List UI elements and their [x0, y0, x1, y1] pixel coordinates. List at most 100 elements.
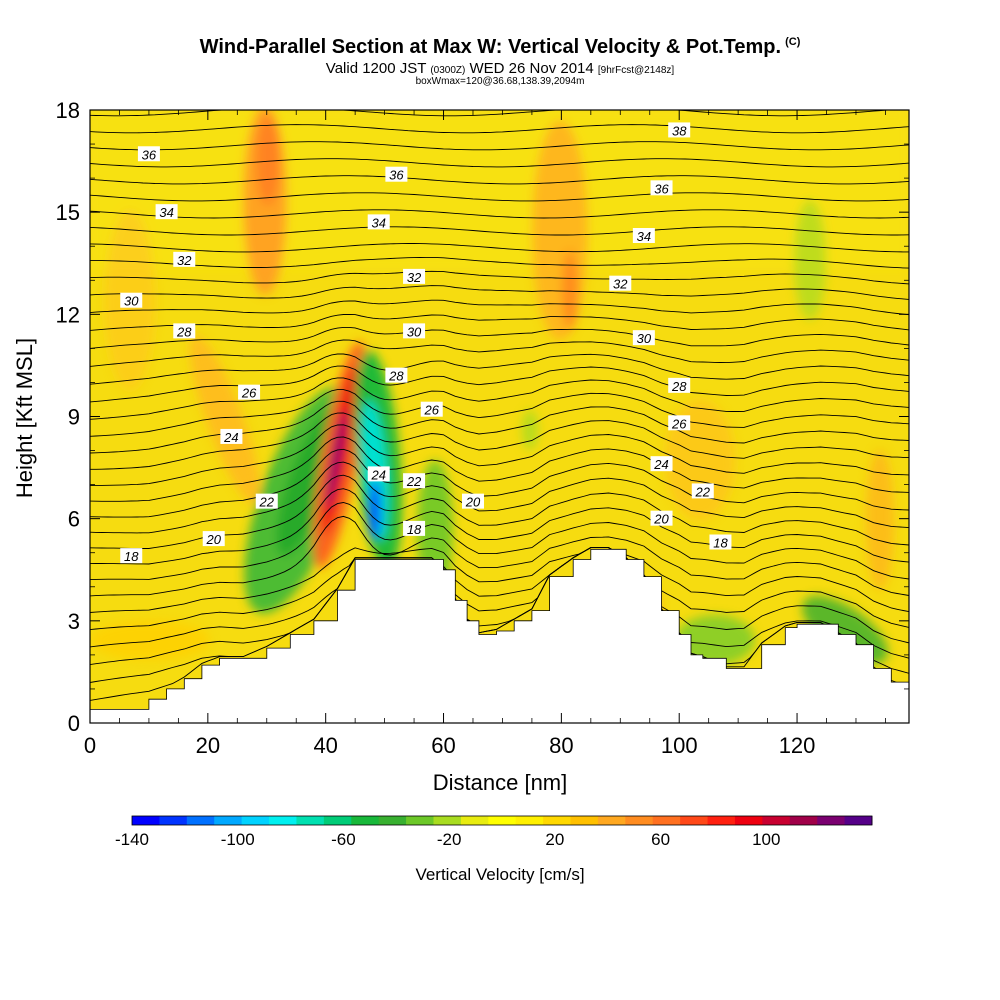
contour-label-text: 24: [223, 430, 238, 445]
contour-label: 18: [403, 520, 426, 537]
isentrope-line: [90, 339, 909, 367]
colorbar-swatch: [652, 816, 681, 825]
isentrope-line: [90, 547, 909, 613]
contour-label-text: 32: [407, 270, 422, 285]
isentrope-line: [90, 226, 909, 236]
contour-label: 34: [632, 228, 655, 244]
contour-label-text: 22: [259, 495, 275, 510]
isentrope-line: [90, 424, 909, 486]
contour-label-text: 30: [407, 324, 422, 339]
contour-label-text: 20: [653, 512, 669, 527]
colorbar-tick-label: 100: [752, 830, 780, 849]
isentrope-line: [90, 243, 909, 253]
contour-label-text: 20: [205, 532, 221, 547]
colorbar-swatch: [488, 816, 517, 825]
isentrope-line: [90, 488, 909, 565]
isentrope-line: [90, 141, 909, 151]
contour-label: 28: [668, 377, 691, 394]
contour-label: 34: [367, 214, 390, 230]
colorbar-swatch: [186, 816, 215, 825]
colorbar-swatch: [817, 816, 846, 825]
y-tick-label: 12: [56, 302, 80, 327]
contour-label: 24: [367, 466, 390, 482]
contour-labels: 36 36 36 38 34 34 34 32 32 32 30 30 30 28 28 28 26 26 26 24…: [120, 122, 732, 564]
contour-label-text: 28: [176, 324, 192, 339]
colorbar-swatch: [543, 816, 572, 825]
isentrope-line: [90, 209, 909, 219]
colorbar-swatch: [132, 816, 160, 825]
colorbar-label: Vertical Velocity [cm/s]: [415, 865, 584, 884]
contour-label: 22: [403, 473, 426, 489]
colorbar-swatch: [214, 816, 243, 825]
isentrope-line: [90, 547, 909, 631]
contour-label-text: 22: [406, 474, 422, 489]
isentrope-line: [90, 502, 909, 581]
colorbar-swatch: [159, 816, 188, 825]
colorbar-tick-label: -60: [331, 830, 356, 849]
colorbar-swatch: [351, 816, 380, 825]
contour-label-text: 36: [389, 168, 404, 183]
colorbar-swatch: [406, 816, 434, 825]
y-tick-label: 0: [68, 711, 80, 736]
x-axis-label: Distance [nm]: [433, 770, 568, 795]
isentrope-line: [90, 192, 909, 202]
contour-label: 32: [403, 268, 426, 285]
x-tick-label: 0: [84, 733, 96, 758]
isentrope-line: [90, 547, 909, 666]
contour-label: 32: [609, 275, 632, 292]
contour-label: 28: [385, 367, 408, 384]
isentrope-line: [90, 175, 909, 185]
contour-label: 18: [709, 534, 732, 551]
colorbar: -140 -100 -60 -20 20 60 100: [115, 815, 873, 849]
colorbar-swatch: [323, 816, 352, 825]
isentrope-line: [90, 461, 909, 534]
x-tick-label: 100: [661, 733, 698, 758]
colorbar-swatch: [460, 816, 489, 825]
isentrope-line: [90, 353, 909, 385]
colorbar-swatch: [625, 816, 654, 825]
contour-label-text: 20: [465, 495, 481, 510]
isentrope-line: [90, 389, 909, 437]
contour-label: 30: [120, 292, 143, 309]
terrain-profile: [90, 548, 909, 723]
potential-temperature-contours: [90, 110, 909, 701]
isentrope-line: [90, 547, 909, 648]
isentrope-line: [90, 110, 896, 117]
chart-title: Wind-Parallel Section at Max W: Vertical…: [199, 36, 801, 58]
colorbar-swatch: [762, 816, 791, 825]
contour-label: 18: [120, 548, 143, 564]
colorbar-swatch: [433, 816, 462, 825]
contour-label: 20: [461, 493, 484, 510]
x-tick-label: 60: [431, 733, 455, 758]
contour-label-text: 24: [653, 457, 668, 472]
colorbar-swatch: [515, 816, 544, 825]
colorbar-frame: [131, 815, 873, 826]
contour-label: 22: [691, 483, 714, 499]
copyright-mark: (C): [785, 36, 801, 49]
colorbar-swatch: [241, 816, 270, 825]
colorbar-swatch: [269, 816, 297, 825]
colorbar-swatch: [844, 816, 873, 825]
isentrope-line: [90, 285, 909, 300]
isentrope-line: [90, 326, 909, 349]
contour-label: 20: [202, 531, 225, 547]
contour-label-text: 28: [388, 369, 404, 384]
y-tick-label: 18: [56, 98, 80, 123]
contour-label: 28: [173, 323, 196, 339]
contour-label-text: 38: [672, 123, 687, 138]
contour-label-text: 26: [241, 386, 257, 401]
y-tick-label: 6: [68, 507, 80, 532]
isentrope-line: [90, 474, 909, 549]
contour-label-text: 26: [671, 416, 687, 431]
contour-label-text: 18: [713, 536, 728, 551]
contour-label: 26: [238, 384, 261, 401]
colorbar-swatch: [570, 816, 599, 825]
x-tick-label: 40: [313, 733, 337, 758]
y-tick-label: 3: [68, 609, 80, 634]
isentrope-line: [90, 124, 909, 134]
contour-label-text: 32: [177, 253, 192, 268]
contour-label-text: 32: [613, 277, 628, 292]
contour-label-text: 36: [142, 147, 157, 162]
y-tick-label: 9: [68, 405, 80, 430]
